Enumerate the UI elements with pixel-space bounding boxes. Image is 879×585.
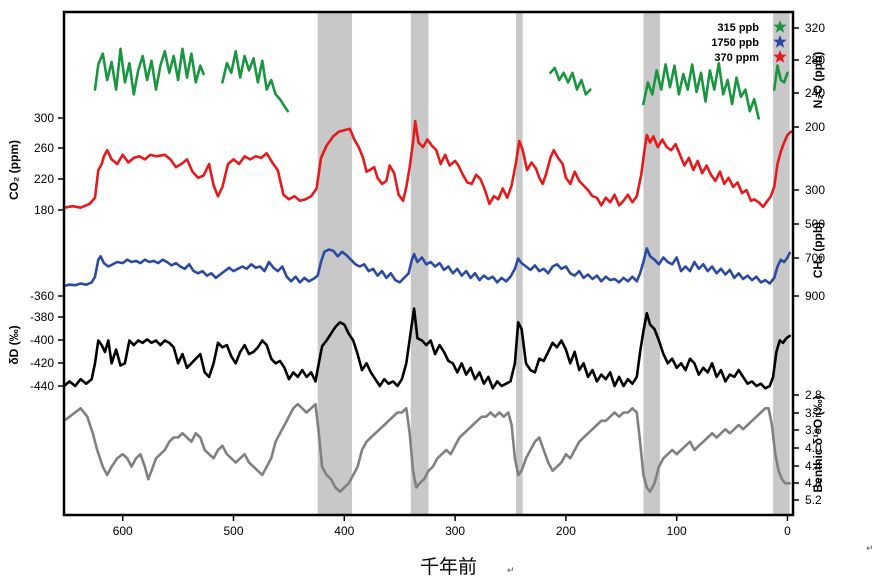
x-tick-label: 400: [334, 524, 354, 538]
y-tick-label: -360: [30, 289, 54, 303]
y-tick-label: 3.2: [805, 406, 822, 420]
y-tick-label: 500: [805, 217, 825, 231]
y-tick-label: 320: [805, 21, 825, 35]
y-tick-label: 300: [805, 183, 825, 197]
x-axis-title: 千年前: [420, 556, 478, 578]
y-tick-label: 300: [34, 111, 54, 125]
x-tick-label: 100: [667, 524, 687, 538]
data-series: [62, 47, 793, 494]
y-tick-label: -380: [30, 310, 54, 324]
shade-interval-1: [410, 12, 429, 515]
series-line-D-0: [62, 307, 792, 390]
series-line-N2O-2: [549, 66, 592, 96]
y-tick-label: -420: [30, 356, 54, 370]
legend-star-icon: [773, 35, 787, 48]
x-tick-label: 300: [445, 524, 465, 538]
y-tick-label: 180: [34, 203, 54, 217]
y-tick-label: 200: [805, 120, 825, 134]
legend-star-icon: [773, 20, 787, 33]
y-axis-title: CH₄ (ppb): [811, 222, 825, 278]
series-line-Benthic18O-0: [62, 402, 792, 494]
y-tick-label: 3.6: [805, 423, 822, 437]
y-axis-title: Benthic δ¹⁸O (‰): [811, 396, 825, 493]
legend-label: 370 ppm: [714, 52, 759, 64]
y-tick-label: 4.0: [805, 441, 822, 455]
series-line-N2O-1: [221, 49, 290, 113]
y-axis-title: δD (‰): [7, 325, 21, 364]
y-tick-label: -400: [30, 333, 54, 347]
legend-label: 315 ppb: [717, 22, 759, 34]
series-line-CH4-0: [62, 247, 792, 288]
y-tick-label: 700: [805, 251, 825, 265]
paragraph-mark-corner: ↵: [866, 544, 874, 554]
y-tick-label: 5.2: [805, 493, 822, 507]
legend-star-icon: [773, 50, 787, 63]
paragraph-mark: ↵: [507, 566, 515, 576]
y-tick-label: 280: [805, 53, 825, 67]
y-tick-label: 2.8: [805, 388, 822, 402]
series-line-N2O-0: [93, 47, 205, 96]
x-tick-label: 0: [784, 524, 791, 538]
y-tick-label: 900: [805, 289, 825, 303]
y-tick-label: -440: [30, 379, 54, 393]
series-line-N2O-3: [642, 61, 761, 120]
legend: 315 ppb 1750 ppb 370 ppm: [711, 20, 787, 64]
shade-interval-2: [516, 12, 523, 515]
x-tick-label: 600: [113, 524, 133, 538]
series-line-N2O-4: [772, 64, 789, 91]
axes: 600 500 400 300 200 100 0 320 280 240 200 N₂O (ppb)…: [7, 21, 825, 538]
series-line-CO2-0: [62, 119, 793, 209]
y-axis-title: CO₂ (ppm): [7, 140, 21, 200]
plot-frame: [62, 10, 795, 517]
x-tick-label: 200: [556, 524, 576, 538]
legend-label: 1750 ppb: [711, 37, 759, 49]
y-axis-title: N₂O (ppb): [811, 52, 825, 109]
shade-interval-0: [317, 12, 353, 515]
y-tick-label: 4.4: [805, 459, 822, 473]
y-tick-label: 240: [805, 86, 825, 100]
y-tick-label: 4.8: [805, 476, 822, 490]
y-tick-label: 220: [34, 172, 54, 186]
y-tick-label: 260: [34, 141, 54, 155]
interglacial-shading: [317, 12, 790, 515]
x-tick-label: 500: [223, 524, 243, 538]
